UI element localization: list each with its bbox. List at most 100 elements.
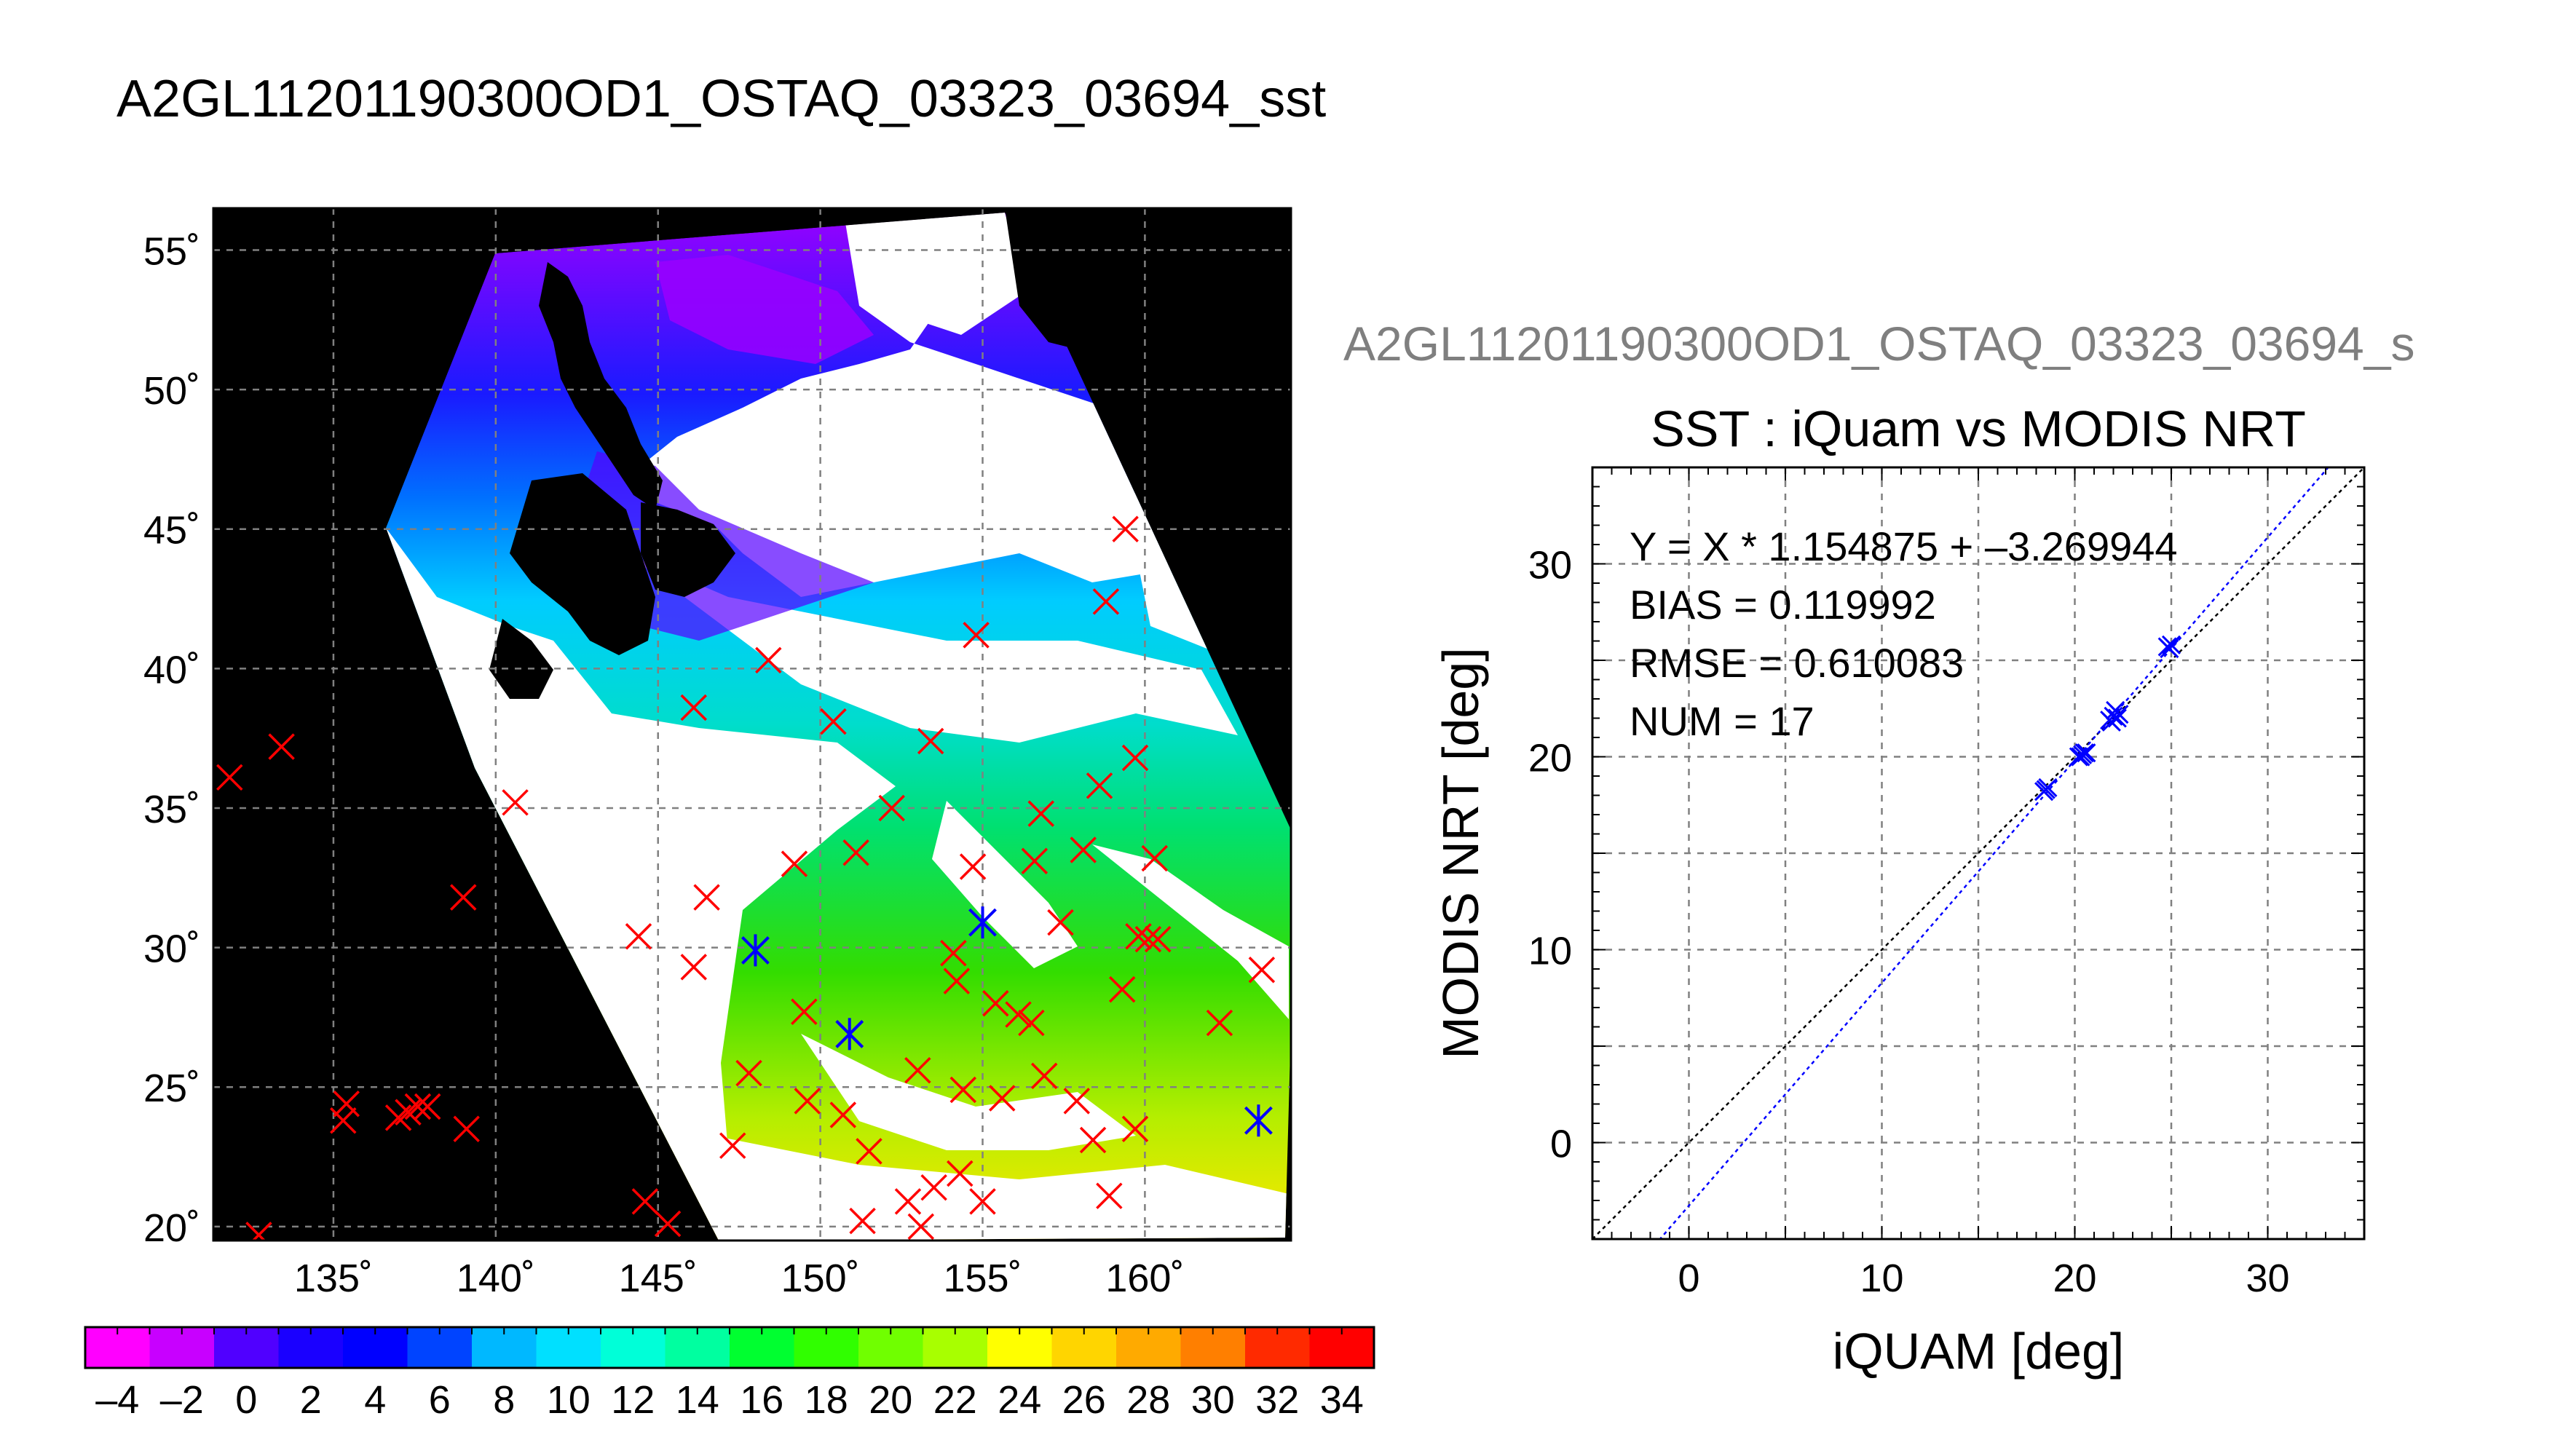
buoy-marker — [940, 940, 967, 967]
buoy-marker — [404, 1093, 432, 1120]
matched-marker — [1244, 1104, 1273, 1137]
x-tick-label: 0 — [1678, 1257, 1699, 1300]
buoy-marker — [680, 694, 707, 721]
y-tick-label: 10 — [1528, 930, 1572, 973]
scatter-ylabel: MODIS NRT [deg] — [1432, 647, 1489, 1059]
buoy-marker — [982, 990, 1009, 1017]
scatter-gridlines — [1592, 467, 2364, 1239]
colorbar-tick-label: 28 — [1126, 1378, 1170, 1422]
buoy-marker — [1121, 744, 1149, 772]
buoy-marker — [245, 1222, 272, 1241]
lat-tick-label: 25˚ — [143, 1067, 200, 1110]
y-tick-label: 20 — [1528, 737, 1572, 780]
buoy-marker — [450, 884, 477, 911]
buoy-marker — [794, 1088, 821, 1115]
colorbar-tick-label: –2 — [160, 1378, 204, 1422]
buoy-marker — [969, 1188, 996, 1215]
buoy-marker — [949, 1076, 976, 1104]
buoy-marker — [1018, 1009, 1045, 1037]
matched-markers — [741, 906, 1273, 1137]
buoy-marker — [268, 733, 295, 760]
colorbar-tick-label: 34 — [1320, 1378, 1364, 1422]
buoy-marker — [1070, 836, 1097, 863]
buoy-marker — [330, 1107, 357, 1134]
matched-marker — [741, 934, 770, 967]
page-title: A2GL11201190300OD1_OSTAQ_03323_03694_sst — [117, 70, 1326, 128]
buoy-marker — [943, 968, 971, 994]
buoy-marker — [878, 794, 905, 822]
colorbar-tick-label: 22 — [933, 1378, 977, 1422]
colorbar-tick-label: 0 — [235, 1378, 257, 1422]
colorbar-tick-label: 26 — [1062, 1378, 1106, 1422]
colorbar-tick-label: 20 — [869, 1378, 912, 1422]
buoy-marker — [1134, 925, 1162, 953]
scatter-point — [2069, 747, 2088, 767]
buoy-marker — [755, 646, 782, 674]
y-tick-label: 30 — [1528, 544, 1572, 587]
lon-tick-label: 135˚ — [294, 1257, 373, 1300]
lat-tick-label: 30˚ — [143, 927, 200, 971]
stats-rmse: RMSE = 0.610083 — [1630, 640, 1964, 686]
lon-tick-label: 155˚ — [943, 1257, 1022, 1300]
buoy-marker — [1005, 1001, 1032, 1028]
stats-num: NUM = 17 — [1630, 698, 1814, 744]
colorbar-tick-label: 16 — [740, 1378, 783, 1422]
buoy-marker — [1248, 957, 1276, 984]
buoy-marker — [414, 1093, 441, 1120]
scatter-minor-ticks — [1592, 467, 2365, 1240]
sst-map — [213, 208, 1291, 1241]
buoy-marker — [820, 708, 847, 735]
buoy-marker — [791, 998, 818, 1025]
colorbar-tick-label: 6 — [429, 1378, 451, 1422]
land-mask — [213, 208, 1291, 699]
scatter-point — [2073, 745, 2093, 764]
lat-tick-label: 45˚ — [143, 509, 200, 553]
colorbar-tick-label: 8 — [493, 1378, 515, 1422]
colorbar-tick-label: 30 — [1191, 1378, 1235, 1422]
cold-water-north — [655, 255, 874, 364]
lon-tick-label: 145˚ — [619, 1257, 698, 1300]
map-frame — [212, 207, 1292, 1242]
buoy-marker — [904, 1056, 931, 1084]
scatter-xlabel: iQUAM [deg] — [1833, 1323, 2125, 1380]
scatter-point — [2036, 780, 2056, 799]
buoy-marker — [1206, 1009, 1233, 1037]
buoy-marker — [1079, 1126, 1107, 1154]
colorbar-tick-label: –4 — [95, 1378, 139, 1422]
buoy-marker — [631, 1188, 659, 1215]
matched-marker — [968, 906, 997, 939]
buoy-marker — [856, 1138, 882, 1165]
colorbar: –4 –2 0 2 4 6 8 10 12 14 16 18 20 22 24 26 28 30 32 34 — [84, 1326, 1375, 1422]
lat-tick-label: 35˚ — [143, 788, 200, 831]
map-axis-labels: 135˚ 140˚ 145˚ 150˚ 155˚ 160˚ 55˚ 50˚ 45˚ 40˚ 35˚ 3… — [143, 229, 1184, 1300]
scatter-subtitle: A2GL11201190300OD1_OSTAQ_03323_03694_s — [1343, 317, 2414, 371]
buoy-marker — [1144, 925, 1172, 953]
scatter-point — [2107, 708, 2127, 728]
buoy-marker — [1027, 800, 1054, 827]
colorbar-tick-label: 10 — [547, 1378, 591, 1422]
colorbar-tick-label: 18 — [805, 1378, 848, 1422]
buoy-marker — [920, 1174, 947, 1201]
colorbar-tick-label: 12 — [611, 1378, 655, 1422]
buoy-marker — [1030, 1062, 1058, 1090]
buoy-marker — [1121, 1115, 1149, 1142]
buoy-marker — [1021, 847, 1049, 875]
lat-tick-label: 40˚ — [143, 648, 200, 692]
scatter-tick-labels: 0 10 20 30 0 10 20 30 — [1528, 544, 2290, 1301]
buoy-marker — [907, 1213, 935, 1241]
lon-tick-label: 140˚ — [457, 1257, 535, 1300]
lat-tick-label: 20˚ — [143, 1206, 200, 1250]
stats-bias: BIAS = 0.119992 — [1630, 582, 1936, 628]
buoy-marker — [1112, 515, 1139, 542]
buoy-marker — [947, 1160, 974, 1187]
matched-marker — [835, 1018, 864, 1051]
buoy-marker — [849, 1207, 876, 1235]
buoy-marker — [216, 764, 243, 791]
buoy-markers — [216, 515, 1276, 1241]
buoy-marker — [693, 884, 720, 911]
buoy-marker — [1047, 909, 1074, 936]
scatter-point — [2157, 637, 2177, 657]
buoy-marker — [894, 1188, 922, 1215]
buoy-marker — [842, 839, 869, 866]
